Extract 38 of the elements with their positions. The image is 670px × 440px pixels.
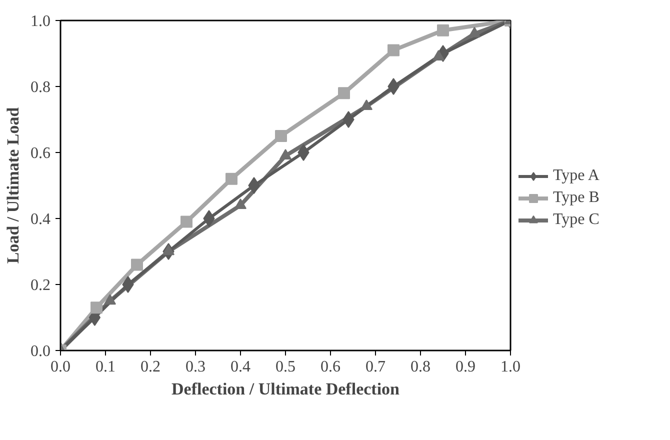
y-tick-label: 0.8: [30, 79, 50, 96]
y-tick-label: 0.6: [30, 145, 50, 162]
point: [338, 87, 350, 100]
point: [388, 78, 400, 95]
x-tick-label: 0.2: [140, 358, 160, 376]
point: [180, 216, 192, 228]
x-tick-label: 0.3: [186, 358, 206, 376]
x-tick-label: 0.9: [456, 358, 476, 376]
y-tick-label: 1.0: [30, 13, 50, 30]
x-axis-title: Deflection / Ultimate Deflection: [172, 380, 400, 398]
x-tick-label: 0.0: [50, 358, 70, 376]
y-axis-title: Load / Ultimate Load: [4, 106, 22, 264]
point: [388, 44, 400, 56]
x-tick-label: 1.0: [500, 358, 520, 376]
legend-label: Type B: [553, 189, 600, 207]
point: [131, 258, 143, 271]
point: [90, 302, 102, 314]
point: [298, 144, 310, 161]
y-tick-label: 0.2: [30, 277, 50, 294]
x-tick-label: 0.6: [320, 358, 340, 376]
x-tick-label: 0.4: [230, 358, 250, 376]
point: [437, 24, 449, 36]
point: [203, 210, 215, 227]
point: [342, 111, 354, 128]
point: [275, 130, 287, 142]
x-tick-label: 0.5: [276, 358, 296, 376]
point: [122, 276, 134, 293]
y-tick-label: 0.0: [30, 343, 50, 360]
point: [226, 172, 238, 185]
legend-label: Type A: [553, 167, 600, 185]
x-tick-label: 0.1: [96, 358, 116, 376]
x-tick-label: 0.8: [410, 358, 430, 376]
x-tick-label: 0.7: [366, 358, 386, 376]
point: [162, 244, 174, 256]
point: [104, 294, 116, 305]
y-tick-label: 0.4: [30, 211, 50, 228]
point: [248, 177, 260, 194]
legend-label: Type C: [553, 211, 600, 229]
